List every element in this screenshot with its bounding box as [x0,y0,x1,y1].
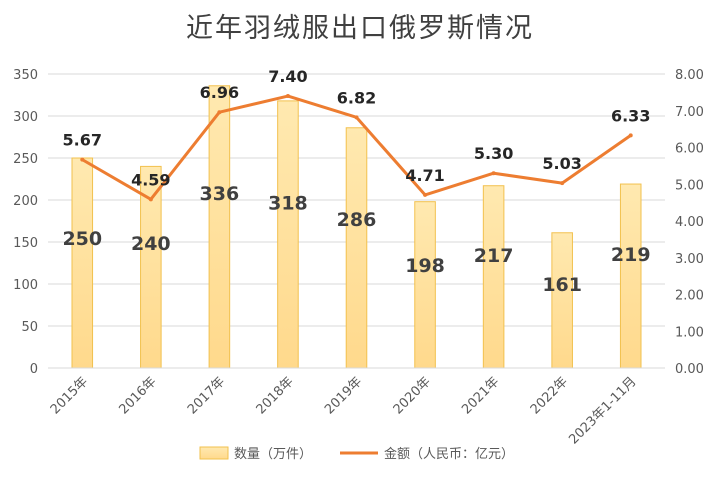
bar-data-label: 336 [200,183,240,205]
bar [414,201,436,369]
x-tick-label: 2023年1-11月 [566,374,639,447]
bar-data-label: 219 [611,244,651,266]
line-data-label: 5.30 [474,144,513,163]
line-data-label: 7.40 [268,67,307,86]
bar [482,185,505,369]
y-right-tick-label: 8.00 [675,68,704,83]
line-point [628,133,633,138]
bar-data-label: 240 [131,233,171,255]
line-point [491,171,496,176]
bar-data-label: 161 [542,274,582,296]
line-point [354,115,359,120]
bar [208,85,231,369]
y-right-tick-label: 2.00 [675,289,704,304]
y-right-tick-label: 1.00 [675,325,704,340]
x-tick-label: 2016年 [116,374,159,417]
bar-data-label: 217 [474,245,514,267]
line-point [148,197,153,202]
bar [71,157,94,369]
y-right-tick-label: 7.00 [675,105,704,120]
line-point [423,192,428,197]
x-tick-label: 2019年 [322,374,365,417]
line-data-label: 6.96 [200,83,239,102]
bar-data-label: 198 [405,255,445,277]
y-left-tick-label: 0 [30,362,38,377]
legend-label-line: 金额（人民币：亿元） [384,446,514,462]
chart-title: 近年羽绒服出口俄罗斯情况 [186,13,534,44]
bar-data-label: 318 [268,192,308,214]
line-point [560,181,565,186]
y-left-tick-label: 100 [13,278,38,293]
y-left-tick-label: 250 [13,152,38,167]
y-right-tick-label: 0.00 [675,362,704,377]
y-left-tick-label: 300 [13,110,38,125]
line-point [285,94,290,99]
bar-data-label: 286 [337,209,377,231]
line-data-label: 5.03 [542,154,581,173]
bar [345,127,368,369]
line-data-label: 6.33 [611,106,650,125]
x-tick-label: 2018年 [254,374,297,417]
line-data-label: 5.67 [63,131,102,150]
y-left-tick-label: 50 [21,320,38,335]
line-point [217,110,222,115]
bar [277,100,299,369]
y-right-tick-label: 3.00 [675,252,704,267]
bar [619,183,642,369]
x-tick-label: 2015年 [48,374,91,417]
x-tick-label: 2021年 [459,374,502,417]
y-left-tick-label: 350 [13,68,38,83]
y-left-tick-label: 150 [13,236,38,251]
bar [551,232,573,369]
x-tick-label: 2022年 [528,374,571,417]
line-data-label: 6.82 [337,88,376,107]
line-data-label: 4.71 [405,166,444,185]
y-left-tick-label: 200 [13,194,38,209]
y-right-tick-label: 6.00 [675,142,704,157]
y-right-tick-label: 4.00 [675,215,704,230]
legend-label-bars: 数量（万件） [234,447,312,462]
y-right-tick-label: 5.00 [675,178,704,193]
bar-data-label: 250 [62,228,102,250]
line-point [80,157,85,162]
x-tick-label: 2017年 [185,374,228,417]
line-data-label: 4.59 [131,170,170,189]
x-tick-label: 2020年 [391,374,434,417]
legend-swatch-bars [199,446,229,460]
